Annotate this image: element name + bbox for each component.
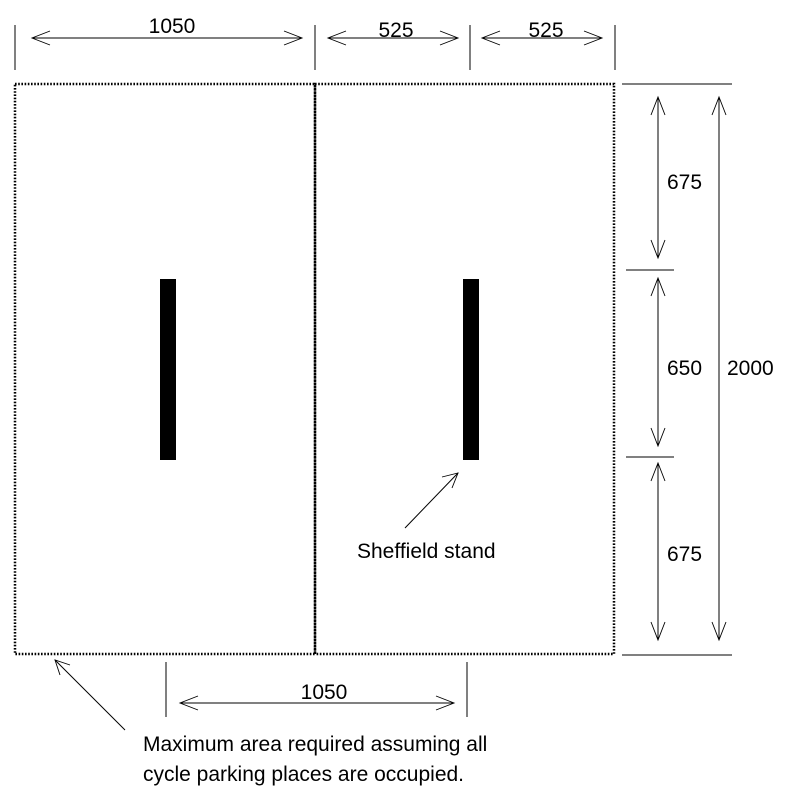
sheffield-stand-right xyxy=(463,279,479,460)
arrowhead-icon xyxy=(711,621,727,642)
leader-line xyxy=(54,659,126,731)
arrowhead-icon xyxy=(30,30,51,46)
arrowhead-icon xyxy=(650,461,666,482)
arrowhead-icon xyxy=(441,472,459,489)
arrowhead-icon xyxy=(711,95,727,116)
bottom-dimension-lines xyxy=(165,662,468,717)
dimension-label-right-total: 2000 xyxy=(727,357,774,380)
parking-bay-right xyxy=(313,82,616,656)
arrowhead-icon xyxy=(435,695,456,711)
arrowhead-icon xyxy=(283,30,304,46)
arrowhead-icon xyxy=(480,30,501,46)
arrowhead-icon xyxy=(650,427,666,448)
arrowhead-icon xyxy=(439,30,460,46)
leader-line xyxy=(404,472,459,529)
arrowhead-icon xyxy=(583,30,604,46)
arrowhead-icon xyxy=(650,276,666,297)
sheffield-stand-label: Sheffield stand xyxy=(357,540,496,563)
dimension-label-right-upper: 675 xyxy=(667,171,702,194)
arrowhead-icon xyxy=(326,30,347,46)
right-dimension-lines xyxy=(622,83,732,656)
dimension-label-right-middle: 650 xyxy=(667,357,702,380)
dimension-label-top-left: 1050 xyxy=(149,15,196,38)
area-note-line-2: cycle parking places are occupied. xyxy=(143,763,464,786)
leader-maximum-area xyxy=(54,659,126,731)
area-note-line-1: Maximum area required assuming all xyxy=(143,733,487,756)
dimension-label-right-lower: 675 xyxy=(667,543,702,566)
arrowhead-icon xyxy=(178,695,199,711)
dimension-label-bottom: 1050 xyxy=(301,681,348,704)
sheffield-stand-left xyxy=(160,279,176,460)
dimension-label-top-right: 525 xyxy=(528,19,563,42)
arrowhead-icon xyxy=(650,621,666,642)
top-dimension-lines xyxy=(14,25,616,70)
arrowhead-icon xyxy=(650,239,666,260)
arrowhead-icon xyxy=(54,659,71,676)
leader-sheffield-stand xyxy=(404,472,459,529)
dimension-label-top-mid: 525 xyxy=(378,19,413,42)
arrowhead-icon xyxy=(650,95,666,116)
